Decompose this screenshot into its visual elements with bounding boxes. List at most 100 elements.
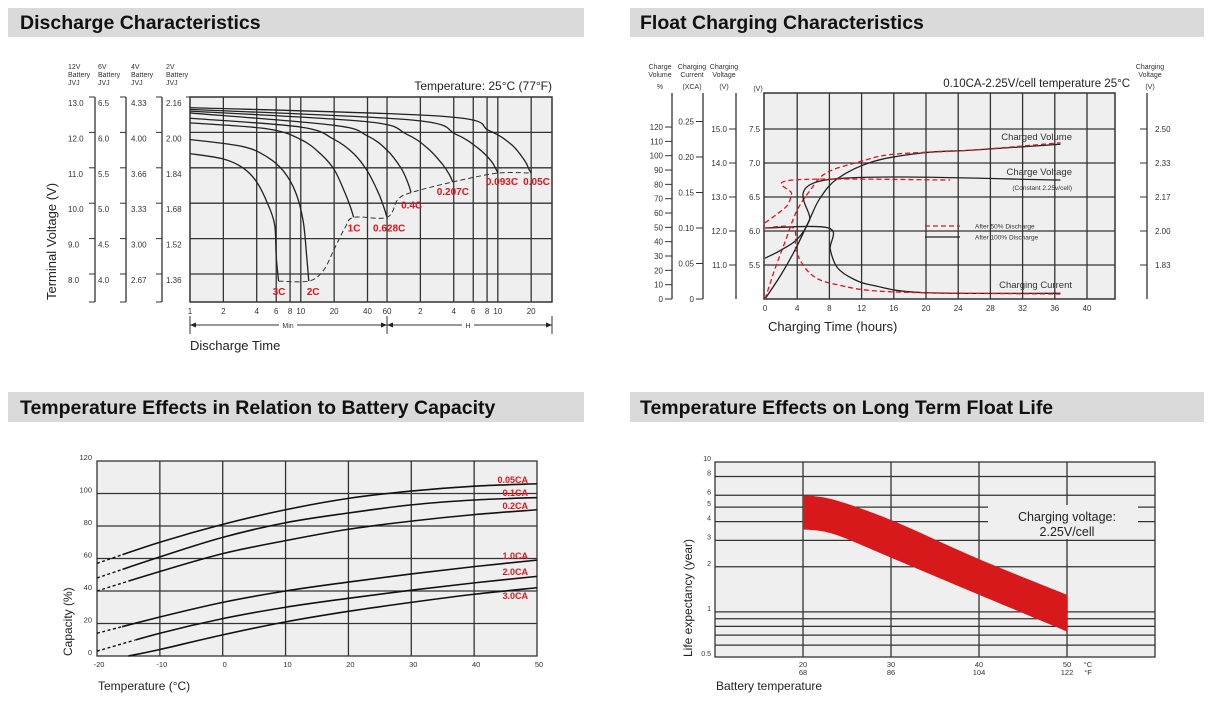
arrowhead-icon	[387, 322, 394, 328]
float-y-tick-cell: 2.17	[1155, 193, 1171, 202]
float-label-volume: Charged Volume	[1001, 132, 1072, 143]
float-y-tick-volume: 40	[654, 238, 663, 247]
life-x-tick-c: 40	[975, 660, 983, 669]
discharge-curve-0.093C	[189, 108, 499, 174]
float-x-tick: 32	[1018, 304, 1027, 313]
discharge-y-tick: 1.84	[166, 170, 182, 179]
discharge-curve-0.207C	[189, 110, 454, 183]
discharge-end-voltage-line	[278, 171, 532, 283]
header-capacity: Temperature Effects in Relation to Batte…	[20, 397, 495, 419]
float-y-tick-voltage_12v: 12.0	[711, 227, 727, 236]
float-axis-header: Charging	[710, 64, 739, 71]
range-label-bg	[279, 321, 297, 329]
float-axis-header: Charging	[1136, 64, 1165, 71]
life-xlabel: Battery temperature	[716, 679, 822, 693]
float-y-tick-volume: 100	[650, 152, 664, 161]
capacity-curve-0.05CA	[96, 482, 538, 565]
discharge-x-tick: 40	[363, 307, 372, 316]
float-y-tick-cell: 2.33	[1155, 159, 1171, 168]
float-y-tick-volume: 20	[654, 266, 663, 275]
discharge-y-tick: 1.52	[166, 241, 182, 250]
float-y-tick-voltage_12v: 13.0	[711, 193, 727, 202]
discharge-x-tick: 6	[274, 307, 279, 316]
float-y-tick-voltage_12v: 15.0	[711, 125, 727, 134]
float-axis-header: %	[657, 84, 663, 91]
range-label-hour: H	[465, 323, 470, 330]
capacity-curve-label: 1.0CA	[502, 551, 528, 561]
float-curve-current_ca-50	[764, 225, 1061, 295]
float-y-tick-volume: 70	[654, 195, 663, 204]
capacity-curve-label: 0.2CA	[502, 501, 528, 511]
float-y-tick-volume: 30	[654, 252, 663, 261]
life-y-tick: 4	[707, 516, 711, 523]
life-chart: 206830864010450122°C°F1086543210.5Chargi…	[701, 456, 1156, 677]
discharge-x-tick: 10	[493, 307, 502, 316]
header-life: Temperature Effects on Long Term Float L…	[640, 397, 1053, 419]
life-y-tick: 0.5	[701, 651, 711, 658]
float-label-voltage-note: (Constant 2.25v/cell)	[1012, 185, 1072, 192]
life-x-unit-c: °C	[1084, 660, 1093, 669]
discharge-curve-0.05C	[189, 106, 532, 174]
annotation-bg	[988, 505, 1138, 539]
capacity-curve-label: 0.05CA	[497, 475, 528, 485]
discharge-y-tick: 2.00	[166, 134, 182, 143]
float-y-tick-current: 0.15	[678, 189, 694, 198]
discharge-curve-3C	[189, 152, 280, 282]
life-x-tick-c: 20	[799, 660, 807, 669]
float-title: 0.10CA-2.25V/cell temperature 25°C	[943, 78, 1130, 90]
header-bar-float	[630, 8, 1204, 37]
life-y-tick: 1	[707, 606, 711, 613]
discharge-curve-label: 0.05C	[523, 177, 550, 188]
capacity-curve-label: 3.0CA	[502, 591, 528, 601]
discharge-curve-label: 0.628C	[373, 223, 405, 234]
float-curve-voltage_6v-100	[764, 176, 1061, 259]
discharge-y-tick: 4.33	[131, 99, 147, 108]
discharge-column-header: 6V	[98, 64, 107, 71]
discharge-y-tick: 8.0	[68, 276, 80, 285]
discharge-column-header: JVJ	[98, 80, 110, 87]
float-y-tick-volume: 110	[650, 137, 663, 146]
float-x-tick: 0	[763, 304, 768, 313]
capacity-curve-label: 2.0CA	[502, 567, 528, 577]
capacity-y-tick: 20	[84, 616, 92, 625]
discharge-column-header: Battery	[166, 72, 189, 79]
float-y-tick-current: 0.10	[678, 224, 694, 233]
float-x-tick: 8	[827, 304, 832, 313]
discharge-y-tick: 9.0	[68, 241, 80, 250]
discharge-curve-label: 2C	[307, 287, 320, 298]
discharge-y-tick: 1.36	[166, 276, 182, 285]
discharge-x-tick: 1	[188, 307, 193, 316]
life-y-tick: 3	[707, 534, 711, 541]
discharge-curve-1C	[189, 122, 355, 218]
float-curve-voltage_6v-50	[764, 178, 951, 224]
discharge-column-header: Battery	[98, 72, 121, 79]
float-axis-header: Voltage	[1138, 72, 1161, 79]
discharge-y-tick: 2.16	[166, 99, 182, 108]
discharge-x-tick: 4	[254, 307, 259, 316]
float-y-tick-current: 0	[690, 295, 695, 304]
float-axis-header: (XCA)	[682, 84, 701, 91]
discharge-y-tick: 10.0	[68, 205, 84, 214]
discharge-ylabel: Terminal Voltage (V)	[44, 183, 59, 300]
arrowhead-icon	[381, 322, 388, 328]
float-y-tick-voltage_12v: 11.0	[712, 261, 728, 270]
float-axis-header: Voltage	[712, 72, 735, 79]
float-y-tick-volume: 80	[654, 180, 663, 189]
float-chart: 0 4 8 12 16 20 24 28 32 36 40 5.5 6.0 6.5 7.0 7.5 (V) Cha…	[648, 64, 1171, 313]
float-x-tick: 4	[795, 304, 800, 313]
discharge-y-tick: 6.0	[98, 134, 110, 143]
life-x-tick-f: 122	[1061, 668, 1074, 677]
discharge-curve-label: 3C	[273, 287, 286, 298]
discharge-column-header: JVJ	[166, 80, 178, 87]
float-y-tick-voltage_12v: 14.0	[711, 159, 727, 168]
discharge-x-tick: 6	[471, 307, 476, 316]
capacity-y-tick: 0	[88, 648, 92, 657]
capacity-curve-3.0CA	[128, 586, 538, 657]
capacity-y-tick: 120	[79, 453, 92, 462]
float-axis-header: Current	[680, 72, 703, 79]
discharge-x-tick: 8	[288, 307, 293, 316]
discharge-y-tick: 3.66	[131, 170, 147, 179]
discharge-y-tick: 4.5	[98, 241, 110, 250]
discharge-title: Temperature: 25°C (77°F)	[414, 79, 552, 93]
capacity-curve-2.0CA	[96, 575, 538, 652]
